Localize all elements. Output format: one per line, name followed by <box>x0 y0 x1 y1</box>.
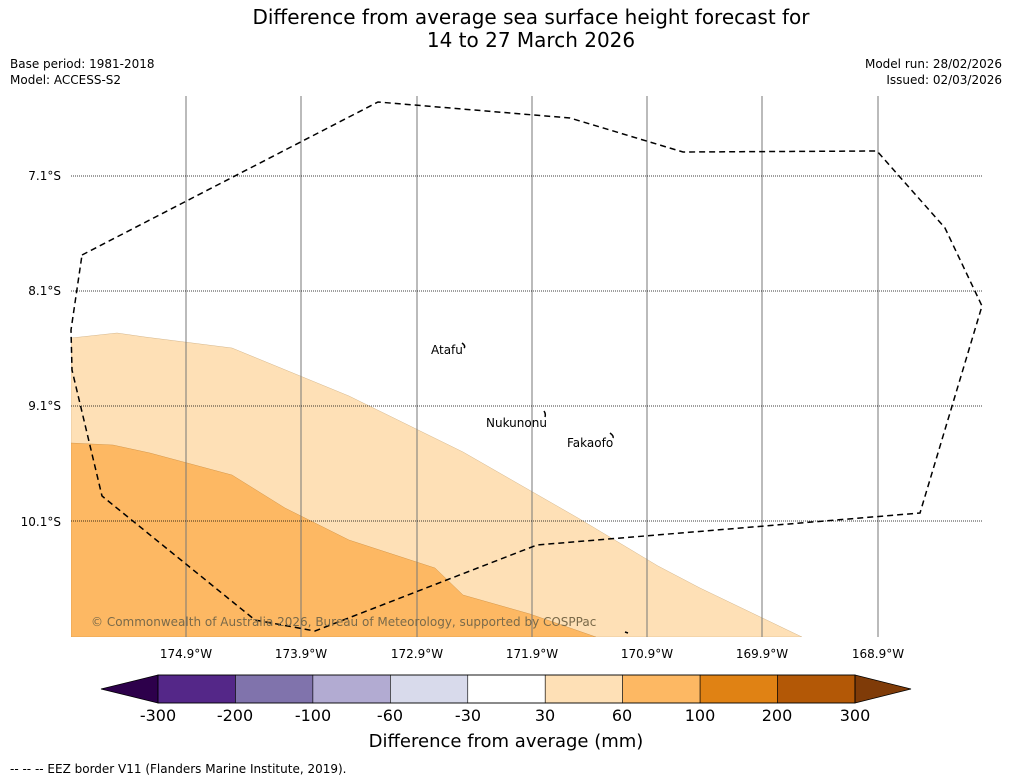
lat-label: 10.1°S <box>21 515 61 529</box>
lat-label: 9.1°S <box>28 399 61 413</box>
meridian-lines <box>185 96 879 637</box>
model-run: Model run: 28/02/2026 <box>864 57 1002 71</box>
meta-left: Base period: 1981-2018 Model: ACCESS-S2 <box>10 56 155 88</box>
chart-title-line2: 14 to 27 March 2026 <box>426 28 636 52</box>
lon-label: 171.9°W <box>506 647 558 661</box>
colorbar-label: Difference from average (mm) <box>369 731 644 752</box>
chart-title-line1: Difference from average sea surface heig… <box>252 5 810 29</box>
lon-label: 172.9°W <box>391 647 443 661</box>
eez-legend-note: -- -- -- EEZ border V11 (Flanders Marine… <box>10 762 347 776</box>
colorbar: -300 -200 -100 -60 -30 30 60 100 200 300… <box>100 674 912 752</box>
colorbar-bin <box>235 674 314 704</box>
colorbar-tick-label: -100 <box>295 706 331 725</box>
colorbar-tick-label: 200 <box>762 706 793 725</box>
anomaly-band-60-100 <box>71 442 597 637</box>
nukunonu-island <box>543 410 547 418</box>
colorbar-bin <box>312 674 391 704</box>
chart-title: Difference from average sea surface heig… <box>0 6 1011 52</box>
lon-label: 173.9°W <box>275 647 327 661</box>
lat-label: 7.1°S <box>28 169 61 183</box>
colorbar-tick-label: 60 <box>612 706 632 725</box>
colorbar-outline <box>157 674 856 704</box>
place-label-atafu: Atafu <box>431 343 463 357</box>
lat-label: 8.1°S <box>28 284 61 298</box>
colorbar-tick-label: -60 <box>377 706 403 725</box>
colorbar-bin <box>390 674 469 704</box>
islands <box>461 342 629 634</box>
colorbar-bins <box>157 674 856 704</box>
colorbar-tick-label: -30 <box>455 706 481 725</box>
place-label-nukunonu: Nukunonu <box>486 416 547 430</box>
lon-label: 169.9°W <box>736 647 788 661</box>
fakaofo-island <box>609 432 614 439</box>
atafu-island <box>461 342 466 349</box>
eez-border <box>70 101 983 632</box>
colorbar-tick-label: 30 <box>535 706 555 725</box>
lon-label: 170.9°W <box>621 647 673 661</box>
meta-right: Model run: 28/02/2026 Issued: 02/03/2026 <box>865 56 1002 88</box>
base-period: Base period: 1981-2018 <box>10 57 155 71</box>
colorbar-tick-label: 100 <box>685 706 716 725</box>
colorbar-bin <box>157 674 236 704</box>
colorbar-tick-label: -300 <box>140 706 176 725</box>
colorbar-bin <box>777 674 856 704</box>
copyright-text: © Commonwealth of Australia 2026, Bureau… <box>91 615 596 629</box>
lon-label: 174.9°W <box>160 647 212 661</box>
colorbar-bin <box>544 674 623 704</box>
colorbar-under-triangle <box>100 674 159 704</box>
lon-label: 168.9°W <box>852 647 904 661</box>
issued-date: Issued: 02/03/2026 <box>886 73 1002 87</box>
colorbar-over-triangle <box>854 674 912 704</box>
colorbar-bin <box>467 674 546 704</box>
colorbar-bin <box>699 674 778 704</box>
colorbar-bin <box>622 674 701 704</box>
place-label-fakaofo: Fakaofo <box>567 436 613 450</box>
small-island <box>624 631 629 634</box>
model-name: Model: ACCESS-S2 <box>10 73 122 87</box>
colorbar-tick-label: -200 <box>217 706 253 725</box>
colorbar-tick-label: 300 <box>840 706 871 725</box>
